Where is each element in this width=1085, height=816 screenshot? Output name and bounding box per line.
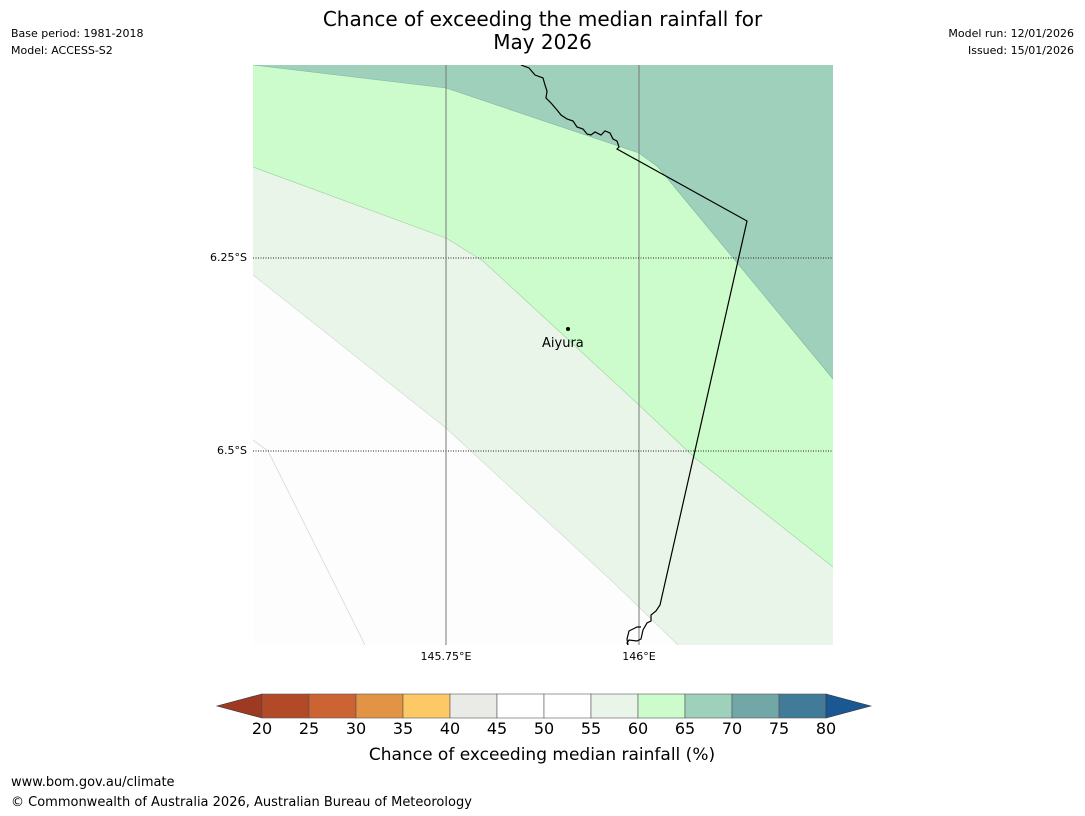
lon-label-146e: 146°E	[622, 650, 656, 663]
colorbar-tick-label: 70	[721, 719, 743, 738]
colorbar-segment	[449, 693, 498, 719]
colorbar-tick-label: 55	[580, 719, 602, 738]
colorbar-segment	[355, 693, 404, 719]
colorbar-segment	[684, 693, 733, 719]
colorbar-segment	[731, 693, 780, 719]
colorbar-tick-label: 20	[251, 719, 273, 738]
model-run-text: Model run: 12/01/2026	[948, 27, 1074, 40]
colorbar-tick-label: 30	[345, 719, 367, 738]
map-title-line-1: Chance of exceeding the median rainfall …	[322, 7, 763, 31]
colorbar-segment	[261, 693, 310, 719]
aiyura-marker	[566, 327, 570, 331]
colorbar-tick-label: 45	[486, 719, 508, 738]
colorbar-segment	[778, 693, 827, 719]
colorbar-label: Chance of exceeding median rainfall (%)	[368, 745, 716, 765]
lat-label-6-25s: 6.25°S	[210, 251, 247, 264]
border-line	[520, 65, 748, 645]
lon-label-145-75e: 145.75°E	[420, 650, 472, 663]
colorbar-tick-label: 40	[439, 719, 461, 738]
colorbar-segment	[543, 693, 592, 719]
colorbar-tick-label: 35	[392, 719, 414, 738]
colorbar	[215, 693, 872, 719]
colorbar-tick-label: 65	[674, 719, 696, 738]
colorbar-over-arrow	[825, 693, 872, 719]
colorbar-segment	[308, 693, 357, 719]
rainfall-map	[253, 65, 833, 645]
colorbar-segment	[637, 693, 686, 719]
issued-text: Issued: 15/01/2026	[967, 44, 1074, 57]
colorbar-tick-label: 50	[533, 719, 555, 738]
colorbar-under-arrow	[215, 693, 263, 719]
band-65-70	[253, 65, 833, 379]
colorbar-tick-label: 80	[815, 719, 837, 738]
place-label-aiyura: Aiyura	[542, 336, 584, 351]
contour-line	[253, 166, 833, 568]
colorbar-tick-label: 25	[298, 719, 320, 738]
border-line	[626, 626, 641, 645]
map-title-line-2: May 2026	[493, 30, 592, 54]
colorbar-tick-label: 75	[768, 719, 790, 738]
lat-label-6-5s: 6.5°S	[217, 444, 247, 457]
colorbar-segment	[590, 693, 639, 719]
colorbar-segment	[496, 693, 545, 719]
colorbar-tick-label: 60	[627, 719, 649, 738]
model-text: Model: ACCESS-S2	[11, 44, 113, 57]
footer-copyright: © Commonwealth of Australia 2026, Austra…	[11, 795, 472, 810]
contour-line	[253, 274, 679, 645]
colorbar-segment	[402, 693, 451, 719]
base-period-text: Base period: 1981-2018	[11, 27, 144, 40]
footer-url: www.bom.gov.au/climate	[11, 775, 175, 790]
